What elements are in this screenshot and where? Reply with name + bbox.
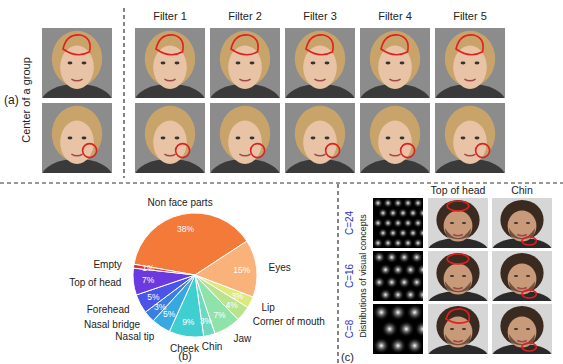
svg-text:3%: 3%	[154, 302, 167, 312]
svg-text:1%: 1%	[142, 263, 155, 273]
svg-text:3%: 3%	[200, 316, 213, 326]
svg-text:Chin: Chin	[511, 184, 533, 196]
svg-text:Filter 1: Filter 1	[153, 10, 187, 22]
svg-text:Top of head: Top of head	[431, 184, 486, 196]
svg-text:Filter 5: Filter 5	[453, 10, 487, 22]
svg-text:Filter 3: Filter 3	[303, 10, 337, 22]
svg-text:Chin: Chin	[202, 341, 223, 352]
svg-text:(a): (a)	[8, 93, 19, 107]
svg-text:Filter 4: Filter 4	[378, 10, 412, 22]
svg-text:Nasal tip: Nasal tip	[115, 331, 154, 342]
svg-text:3%: 3%	[231, 290, 244, 301]
svg-text:5%: 5%	[162, 309, 176, 320]
svg-text:(b): (b)	[178, 350, 192, 362]
svg-text:Nasal bridge: Nasal bridge	[84, 319, 141, 330]
svg-text:Center of a group: Center of a group	[20, 57, 32, 143]
svg-text:Forehead: Forehead	[87, 304, 130, 315]
svg-text:Jaw: Jaw	[234, 333, 253, 344]
svg-text:(c): (c)	[341, 351, 354, 363]
svg-text:C=24: C=24	[344, 210, 355, 235]
svg-text:5%: 5%	[147, 292, 160, 302]
svg-text:Distributions of visual concep: Distributions of visual concepts	[358, 214, 368, 338]
svg-text:Filter 2: Filter 2	[228, 10, 262, 22]
svg-text:7%: 7%	[213, 310, 226, 320]
svg-text:38%: 38%	[177, 224, 194, 234]
svg-text:Top of head: Top of head	[69, 277, 121, 288]
svg-text:Eyes: Eyes	[269, 262, 291, 273]
svg-text:9%: 9%	[182, 317, 195, 327]
svg-text:Empty: Empty	[93, 259, 121, 270]
svg-text:Non face parts: Non face parts	[148, 197, 213, 208]
svg-text:15%: 15%	[233, 265, 250, 275]
svg-text:7%: 7%	[142, 275, 155, 285]
svg-text:Corner of mouth: Corner of mouth	[253, 316, 325, 327]
svg-text:Lip: Lip	[261, 302, 275, 313]
svg-text:4%: 4%	[226, 300, 239, 310]
svg-text:C=16: C=16	[344, 263, 355, 288]
svg-text:C=8: C=8	[344, 319, 355, 338]
svg-text:Cheek: Cheek	[170, 343, 200, 354]
